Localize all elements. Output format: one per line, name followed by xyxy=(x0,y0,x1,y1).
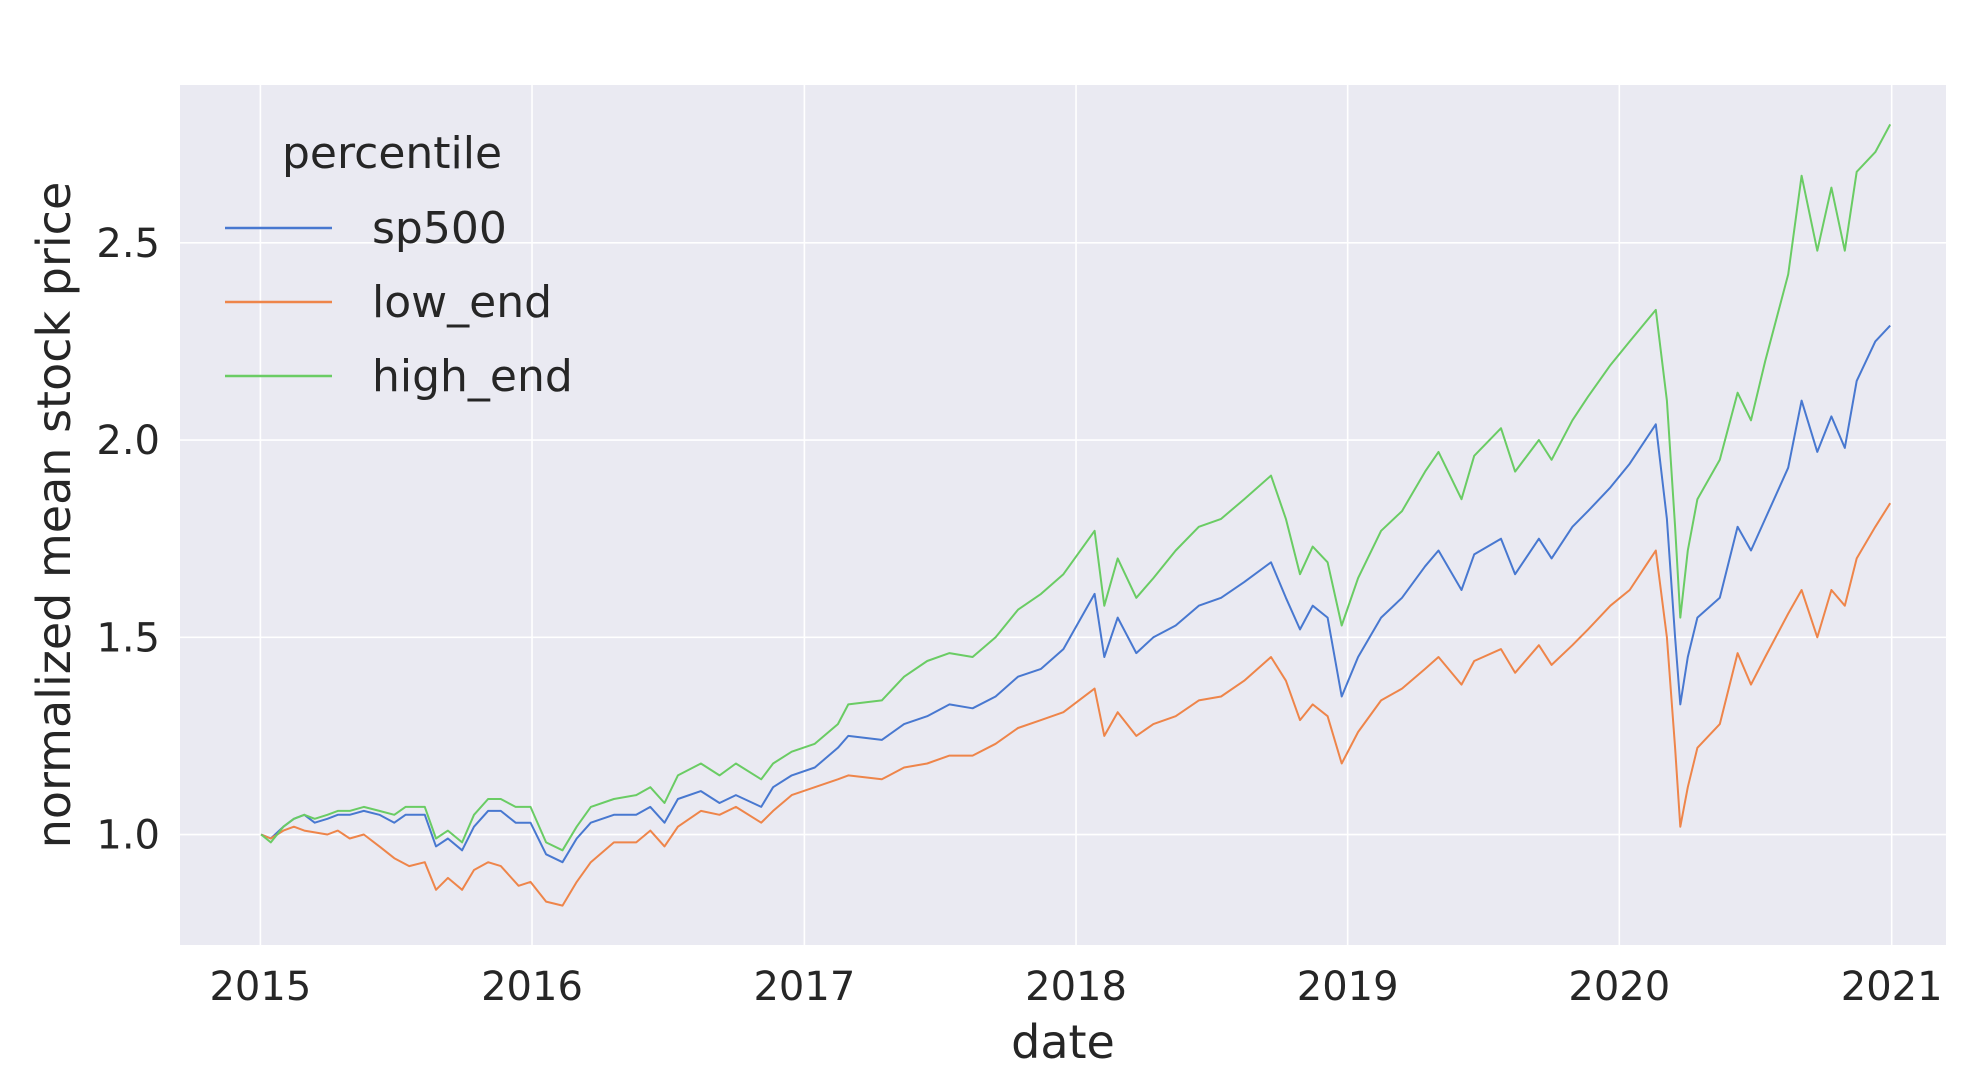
x-tick-label: 2016 xyxy=(481,964,583,1010)
x-tick-labels: 2015 2016 2017 2018 2019 2020 2021 xyxy=(209,964,1942,1010)
x-axis-label: date xyxy=(1011,1015,1115,1069)
series-line-sp500 xyxy=(260,324,1891,864)
series-line-high-end xyxy=(260,123,1892,852)
y-tick-label: 1.5 xyxy=(96,615,160,661)
legend-title: percentile xyxy=(282,128,502,179)
x-tick-label: 2020 xyxy=(1568,964,1670,1010)
series-line-low-end xyxy=(260,502,1892,907)
legend-label-sp500: sp500 xyxy=(372,203,507,254)
x-tick-label: 2019 xyxy=(1297,964,1399,1010)
grid xyxy=(180,85,1946,945)
x-tick-label: 2018 xyxy=(1025,964,1127,1010)
legend: percentile sp500 low_end high_end xyxy=(225,128,573,402)
x-tick-label: 2015 xyxy=(209,964,311,1010)
plot-background xyxy=(180,85,1946,945)
y-tick-label: 2.0 xyxy=(96,418,160,464)
legend-label-low-end: low_end xyxy=(372,277,552,328)
legend-label-high-end: high_end xyxy=(372,351,573,402)
y-tick-label: 2.5 xyxy=(96,221,160,267)
x-tick-label: 2021 xyxy=(1841,964,1943,1010)
y-axis-label: normalized mean stock price xyxy=(27,182,81,848)
x-tick-label: 2017 xyxy=(753,964,855,1010)
y-tick-label: 1.0 xyxy=(96,813,160,859)
y-tick-labels: 1.0 1.5 2.0 2.5 xyxy=(96,221,160,859)
series-group xyxy=(260,123,1892,907)
